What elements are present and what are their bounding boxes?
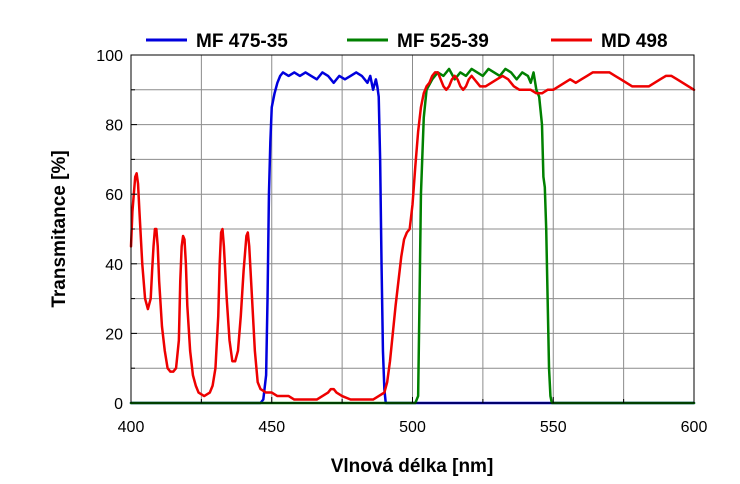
y-tick-label: 80 xyxy=(105,118,123,135)
x-axis-title: Vlnová délka [nm] xyxy=(331,456,494,477)
legend-label-mf-525-39: MF 525-39 xyxy=(397,31,489,52)
tick-labels: 400 450 500 550 600 0 20 40 60 80 100 xyxy=(96,48,707,436)
series-line-mf-475-35 xyxy=(129,71,696,405)
y-axis-title: Transmitance [%] xyxy=(49,150,70,307)
legend-label-mf-475-35: MF 475-35 xyxy=(196,31,288,52)
y-tick-label: 0 xyxy=(114,396,123,413)
legend-label-md-498: MD 498 xyxy=(601,31,668,52)
series-line-md-498 xyxy=(129,71,696,401)
x-tick-label: 500 xyxy=(399,419,426,436)
x-tick-label: 600 xyxy=(681,419,708,436)
legend: MF 475-35 MF 525-39 MD 498 xyxy=(146,31,668,52)
y-tick-label: 20 xyxy=(105,326,123,343)
y-tick-label: 40 xyxy=(105,257,123,274)
ticks xyxy=(130,54,695,404)
y-tick-label: 60 xyxy=(105,187,123,204)
series-line-mf-525-39 xyxy=(129,67,696,405)
series-layer xyxy=(129,67,696,405)
y-tick-label: 100 xyxy=(96,48,123,65)
x-tick-label: 550 xyxy=(540,419,567,436)
x-tick-label: 400 xyxy=(118,419,145,436)
x-tick-label: 450 xyxy=(258,419,285,436)
